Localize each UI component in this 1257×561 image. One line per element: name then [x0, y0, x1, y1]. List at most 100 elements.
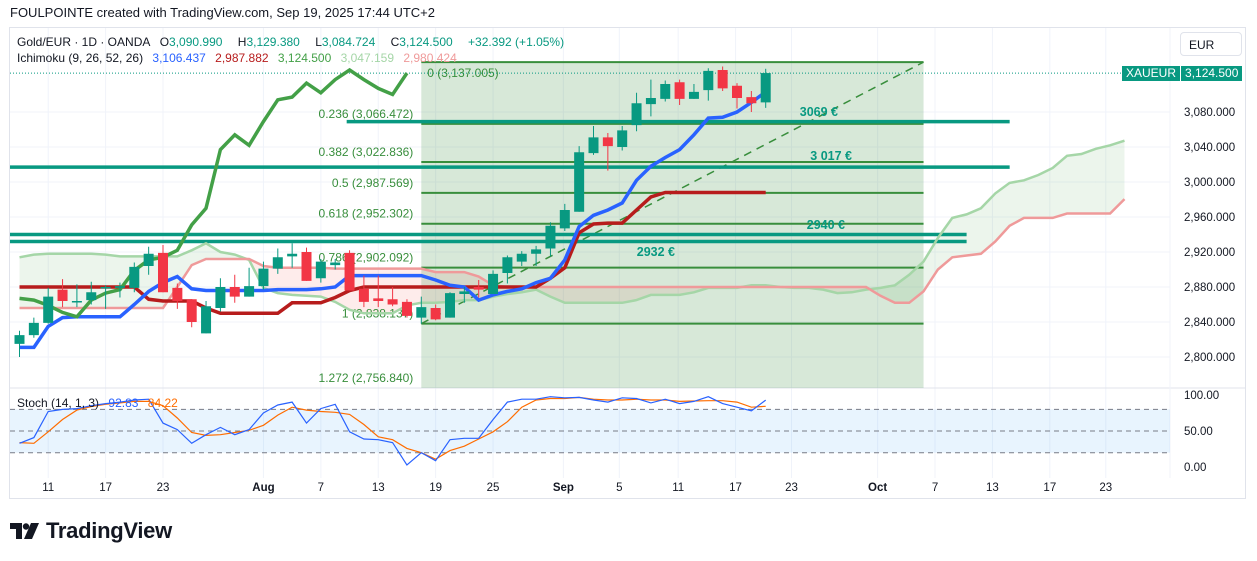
ichimoku-title[interactable]: Ichimoku (9, 26, 52, 26) [17, 51, 144, 65]
symbol-title[interactable]: Gold/EUR · 1D · OANDA [17, 35, 151, 49]
candle-down [401, 301, 412, 316]
horizontal-level-label: 3 017 € [810, 149, 852, 163]
cloud-segment [894, 274, 910, 303]
stoch-title[interactable]: Stoch (14, 1, 3) [17, 396, 100, 410]
close-label: C [390, 35, 400, 49]
candle-up [215, 287, 226, 308]
lead-a-value: 3,047.159 [340, 51, 395, 65]
time-axis-label: 11 [42, 482, 54, 494]
price-axis-label: 3,040.000 [1184, 142, 1235, 154]
candle-up [244, 286, 255, 297]
candle-down [358, 288, 369, 302]
candle-up [86, 292, 97, 301]
candle-down [301, 252, 312, 281]
candle-down [674, 82, 685, 99]
time-axis-label: 11 [672, 482, 684, 494]
candle-up [315, 261, 326, 279]
cloud-segment [1081, 148, 1096, 214]
time-axis-label: 23 [785, 482, 798, 494]
price-axis-label: 3,000.000 [1184, 177, 1235, 189]
candle-up [760, 73, 771, 103]
cloud-segment [206, 243, 221, 259]
candle-up [71, 301, 82, 303]
price-axis-label: 2,880.000 [1184, 282, 1235, 294]
senkou-span-b-line [19, 198, 1126, 310]
candle-up [545, 225, 556, 249]
fib-level-label: 0.5 (2,987.569) [332, 176, 413, 190]
currency-button[interactable]: EUR [1180, 32, 1242, 56]
candle-up [645, 98, 656, 105]
chart-caption: FOULPOINTE created with TradingView.com,… [10, 5, 436, 20]
price-axis-label: 2,800.000 [1184, 352, 1235, 364]
time-axis-label: 17 [729, 482, 742, 494]
fib-level-label: 0.618 (2,952.302) [319, 207, 414, 221]
candle-up [631, 103, 642, 126]
price-axis-label: 2,920.000 [1184, 247, 1235, 259]
horizontal-level-label: 3069 € [800, 105, 838, 119]
candle-up [660, 84, 671, 99]
price-tag-price: 3,124.500 [1181, 66, 1243, 81]
senkou-span-a-line [19, 139, 1125, 315]
candle-up [559, 210, 570, 229]
time-axis-label: 17 [99, 482, 112, 494]
open-label: O [159, 35, 170, 49]
stoch-legend[interactable]: Stoch (14, 1, 3) 92.83 84.22 [17, 396, 184, 410]
stochastic-pane [10, 396, 1170, 466]
cloud-segment [1038, 168, 1053, 218]
candle-up [272, 257, 283, 269]
candle-up [703, 70, 714, 91]
high-value: 3,129.380 [246, 35, 300, 49]
candle-up [100, 287, 111, 289]
cloud-segment [593, 287, 608, 303]
tradingview-logo[interactable]: TradingView [10, 518, 172, 544]
fib-level-label: 0.236 (3,066.472) [319, 107, 414, 121]
price-tag: XAUEUR 3,124.500 [1122, 66, 1243, 81]
cloud-segment [550, 287, 565, 303]
candle-up [416, 307, 427, 318]
time-axis-label: Aug [252, 482, 274, 494]
cloud-segment [966, 208, 981, 256]
cloud-segment [19, 254, 34, 308]
candle-up [516, 253, 527, 262]
cloud-segment [1024, 175, 1039, 218]
price-tag-symbol: XAUEUR [1122, 66, 1181, 81]
base-line-value: 2,987.882 [215, 51, 269, 65]
candle-up [14, 335, 25, 344]
cloud-segment [363, 268, 379, 314]
candle-up [28, 322, 39, 336]
candle-up [588, 137, 599, 154]
open-value: 3,090.990 [169, 35, 223, 49]
stoch-k-value: 92.83 [108, 396, 139, 410]
horizontal-levels: 3069 € 3 017 € 2940 € 2932 € [10, 72, 1170, 259]
cloud-segment [880, 285, 895, 303]
ichimoku-legend[interactable]: Ichimoku (9, 26, 52, 26) 3,106.437 2,987… [17, 51, 463, 65]
cloud-segment [607, 287, 623, 303]
candle-down [229, 287, 240, 297]
time-axis-label: 7 [318, 482, 324, 494]
chikou-span-line [19, 67, 409, 319]
candle-up [330, 262, 341, 266]
candle-up [201, 306, 212, 334]
fib-level-label: 0 (3,137.005) [427, 66, 498, 80]
candle-down [717, 70, 728, 89]
candle-up [287, 253, 298, 257]
time-axis-label: 13 [986, 482, 999, 494]
candle-down [158, 252, 168, 293]
time-axis-label: 7 [932, 482, 938, 494]
candle-down [387, 299, 398, 305]
time-axis-label: 19 [429, 482, 442, 494]
fib-level-label: 0.382 (3,022.836) [319, 145, 414, 159]
candle-down [430, 308, 441, 320]
candle-down [172, 287, 183, 301]
high-label: H [237, 35, 247, 49]
close-value: 3,124.500 [399, 35, 453, 49]
time-axis-label: 17 [1043, 482, 1056, 494]
axes: 3,080.000 3,040.000 3,000.000 2,960.000 2,92… [42, 107, 1235, 494]
candle-up [445, 293, 455, 318]
symbol-legend[interactable]: Gold/EUR · 1D · OANDA O3,090.990 H3,129.… [17, 35, 570, 49]
stoch-axis-label: 0.00 [1184, 462, 1206, 474]
candle-up [617, 130, 628, 147]
candle-down [732, 85, 742, 98]
cloud-segment [105, 254, 120, 308]
